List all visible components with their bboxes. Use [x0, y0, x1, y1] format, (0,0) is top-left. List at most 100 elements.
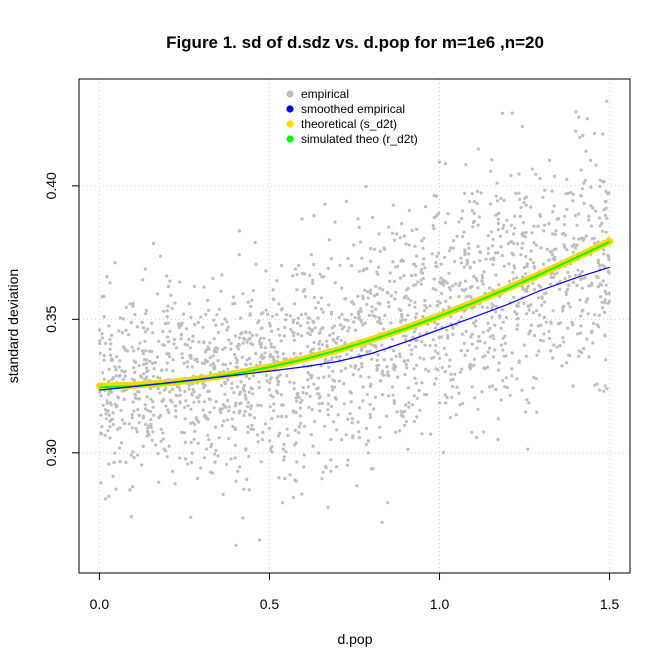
data-point [447, 271, 451, 275]
data-point [151, 241, 156, 246]
data-point [281, 501, 285, 505]
data-point [257, 339, 262, 343]
data-point [397, 307, 401, 311]
data-point [336, 335, 340, 339]
data-point [375, 292, 379, 296]
data-point [247, 413, 252, 417]
data-point [597, 325, 601, 329]
data-point [554, 229, 558, 233]
legend-marker [286, 120, 294, 128]
data-point [501, 348, 505, 352]
data-point [407, 303, 411, 307]
data-point [216, 359, 220, 363]
data-point [437, 251, 441, 255]
data-point [390, 231, 395, 235]
data-point [331, 378, 335, 382]
data-point [326, 413, 330, 417]
data-point [494, 273, 498, 277]
data-point [214, 449, 218, 453]
data-point [448, 416, 452, 420]
data-point [184, 327, 189, 331]
data-point [419, 270, 423, 274]
data-point [167, 444, 171, 448]
data-point [197, 400, 201, 404]
data-point [586, 312, 590, 316]
data-point [350, 264, 354, 268]
data-point [320, 401, 324, 405]
data-point [497, 361, 501, 365]
data-point [543, 292, 547, 296]
data-point [359, 240, 363, 244]
data-point [550, 253, 555, 257]
data-point [471, 225, 475, 229]
data-point [288, 380, 292, 384]
data-point [580, 350, 584, 355]
data-point [357, 436, 362, 440]
data-point [306, 378, 310, 382]
data-point [327, 374, 331, 378]
data-point [398, 352, 402, 356]
data-point [150, 349, 154, 353]
data-point [276, 375, 280, 379]
data-point [102, 354, 106, 358]
data-point [143, 267, 147, 271]
data-point [598, 388, 602, 392]
data-point [243, 410, 247, 414]
data-point [588, 284, 592, 288]
data-point [300, 398, 304, 402]
data-point [337, 379, 341, 383]
data-point [106, 409, 110, 413]
data-point [431, 287, 435, 291]
data-point [178, 280, 182, 284]
data-point [185, 343, 189, 347]
data-point [571, 192, 576, 196]
data-point [325, 344, 329, 348]
data-point [323, 202, 327, 206]
data-point [220, 273, 224, 277]
data-point [580, 286, 584, 290]
data-point [114, 368, 118, 372]
data-point [269, 447, 273, 451]
data-point [293, 267, 297, 271]
data-point [170, 387, 174, 392]
data-point [589, 204, 593, 208]
data-point [603, 200, 608, 204]
data-point [148, 359, 152, 363]
data-point [566, 326, 570, 330]
data-point [601, 132, 605, 136]
data-point [447, 285, 451, 290]
data-point [292, 410, 296, 414]
data-point [518, 197, 522, 201]
data-point [470, 284, 474, 288]
data-point [340, 438, 344, 442]
data-point [391, 203, 395, 207]
data-point [459, 261, 463, 265]
data-point [223, 382, 227, 386]
data-point [577, 354, 581, 358]
data-point [558, 280, 562, 284]
data-point [471, 220, 475, 225]
data-point [145, 434, 149, 438]
data-point [443, 370, 447, 374]
data-point [593, 383, 597, 387]
data-point [105, 402, 109, 406]
data-point [402, 359, 406, 363]
data-point [354, 364, 358, 368]
data-point [352, 320, 356, 324]
data-point [404, 334, 408, 338]
data-point [565, 361, 569, 365]
data-point [136, 347, 140, 351]
data-point [308, 373, 312, 377]
data-point [502, 264, 506, 268]
data-point [475, 189, 480, 193]
chart-title: Figure 1. sd of d.sdz vs. d.pop for m=1e… [166, 33, 544, 52]
data-point [524, 272, 528, 276]
data-point [277, 302, 281, 306]
data-point [136, 408, 140, 412]
data-point [529, 323, 533, 327]
data-point [344, 433, 348, 437]
data-point [424, 205, 428, 209]
data-point [149, 397, 153, 401]
data-point [376, 353, 380, 357]
